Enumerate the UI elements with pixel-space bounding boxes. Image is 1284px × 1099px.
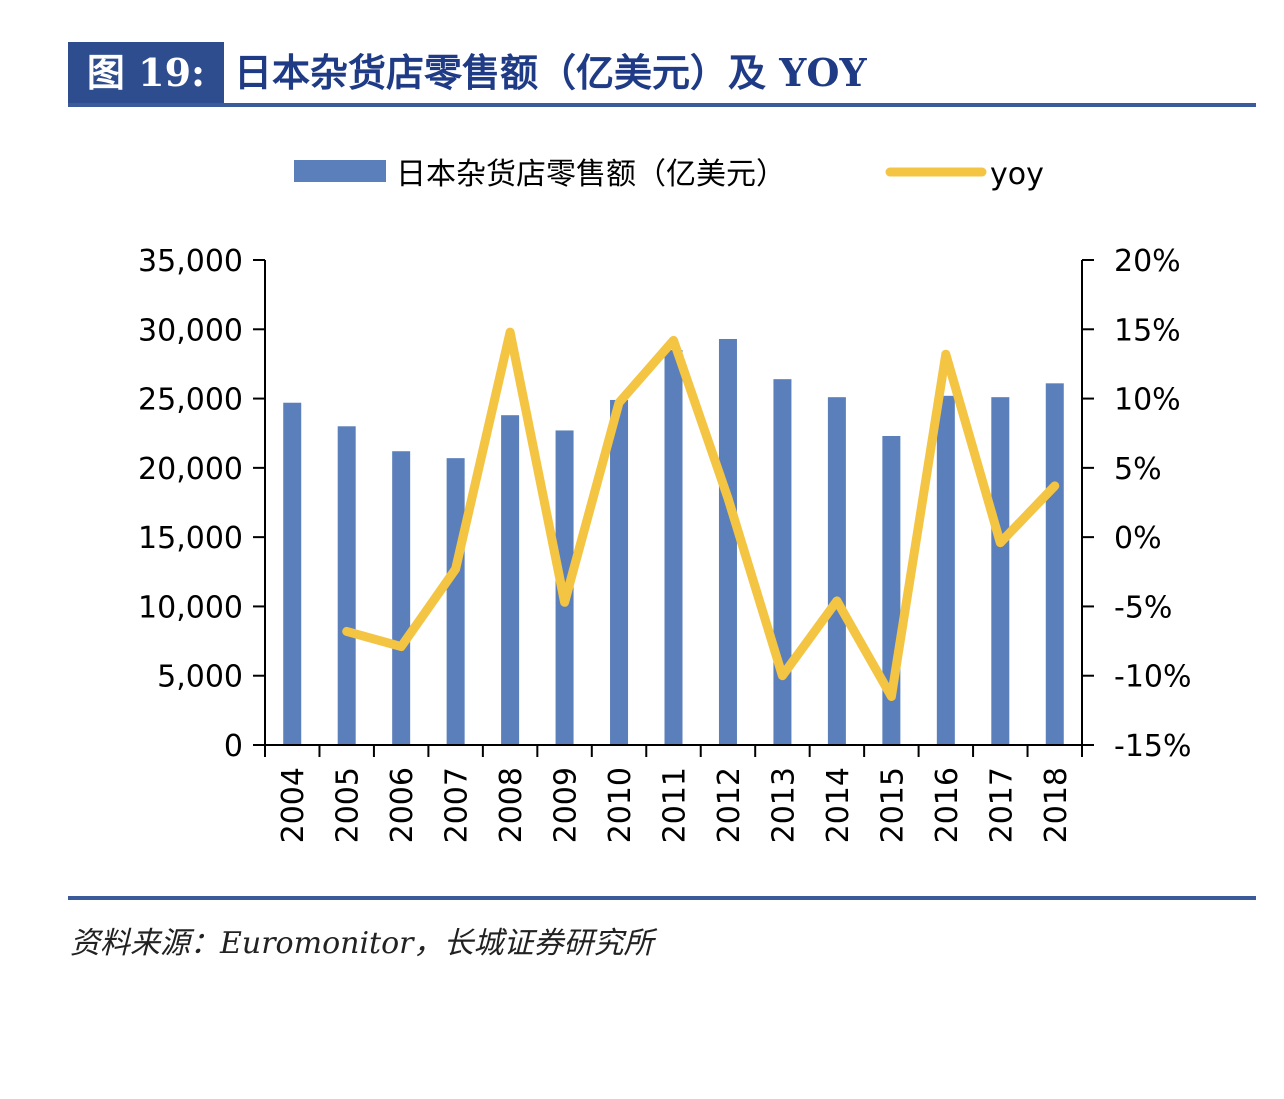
yoy-point-2018 <box>1054 485 1056 487</box>
x-tick-label: 2017 <box>984 767 1019 843</box>
yoy-point-2007 <box>455 568 457 570</box>
bottom-divider <box>68 896 1256 900</box>
left-tick-label: 10,000 <box>138 590 243 625</box>
left-tick-label: 35,000 <box>138 244 243 279</box>
bar-2010 <box>610 399 629 745</box>
figure-label: 图 19: <box>68 42 224 104</box>
x-tick-label: 2006 <box>385 767 420 843</box>
x-tick-label: 2009 <box>549 767 584 843</box>
bar-2012 <box>718 338 737 745</box>
yoy-point-2008 <box>509 331 511 333</box>
yoy-line <box>342 327 1060 701</box>
x-tick-label: 2011 <box>658 767 693 843</box>
bar-2006 <box>392 451 411 745</box>
yoy-point-2006 <box>400 646 402 648</box>
x-tick-label: 2010 <box>603 767 638 843</box>
bar-2004 <box>283 402 302 745</box>
right-tick-label: -10% <box>1114 660 1192 695</box>
top-divider <box>68 103 1256 107</box>
yoy-point-2012 <box>727 497 729 499</box>
x-tick-label: 2015 <box>875 767 910 843</box>
bar-2007 <box>446 458 465 745</box>
legend-bar-swatch <box>294 160 386 182</box>
bar-2011 <box>664 350 683 745</box>
x-tick-label: 2014 <box>821 767 856 843</box>
yoy-point-2005 <box>346 630 348 632</box>
legend-line-label: yoy <box>990 157 1044 192</box>
x-tick-label: 2007 <box>440 767 475 843</box>
left-tick-label: 20,000 <box>138 452 243 487</box>
legend: 日本杂货店零售额（亿美元） yoy <box>294 157 1044 192</box>
x-tick-label: 2016 <box>930 767 965 843</box>
yoy-point-2015 <box>890 696 892 697</box>
right-tick-label: 5% <box>1114 452 1162 487</box>
yoy-point-2010 <box>618 402 620 404</box>
bar-2008 <box>501 415 520 745</box>
bar-2013 <box>773 379 792 745</box>
legend-bar-label: 日本杂货店零售额（亿美元） <box>396 157 786 192</box>
figure-title: 日本杂货店零售额（亿美元）及 YOY <box>234 50 867 95</box>
bar-2018 <box>1045 383 1064 745</box>
left-tick-label: 5,000 <box>157 660 243 695</box>
bar-series <box>283 338 1064 745</box>
axes: 0 5,000 10,000 15,000 20,000 25,000 30,000 35,0… <box>138 244 1192 843</box>
right-tick-label: -15% <box>1114 729 1192 764</box>
yoy-point-2016 <box>945 353 947 355</box>
right-tick-label: 15% <box>1114 313 1181 348</box>
right-tick-label: 10% <box>1114 383 1181 418</box>
figure-header: 图 19: 日本杂货店零售额（亿美元）及 YOY <box>68 42 1256 106</box>
left-tick-label: 15,000 <box>138 521 243 556</box>
yoy-point-2009 <box>564 601 566 603</box>
yoy-point-2011 <box>673 339 674 341</box>
yoy-series <box>342 327 1060 701</box>
yoy-point-2017 <box>999 542 1001 544</box>
x-tick-label: 2012 <box>712 767 747 843</box>
bar-2017 <box>991 397 1010 745</box>
yoy-point-2014 <box>836 600 838 602</box>
x-tick-label: 2008 <box>494 767 529 843</box>
bar-2016 <box>936 395 955 745</box>
left-tick-label: 25,000 <box>138 383 243 418</box>
left-tick-label: 30,000 <box>138 313 243 348</box>
left-tick-label: 0 <box>224 729 243 764</box>
x-tick-label: 2013 <box>766 767 801 843</box>
bar-2005 <box>337 426 356 745</box>
right-tick-label: 20% <box>1114 244 1181 279</box>
yoy-point-2013 <box>781 675 783 677</box>
x-tick-label: 2018 <box>1039 767 1074 843</box>
x-tick-label: 2005 <box>331 767 366 843</box>
x-tick-label: 2004 <box>276 767 311 843</box>
right-tick-label: -5% <box>1114 590 1172 625</box>
source-note: 资料来源：Euromonitor，长城证券研究所 <box>70 926 654 961</box>
bar-2014 <box>827 397 846 745</box>
right-tick-label: 0% <box>1114 521 1162 556</box>
